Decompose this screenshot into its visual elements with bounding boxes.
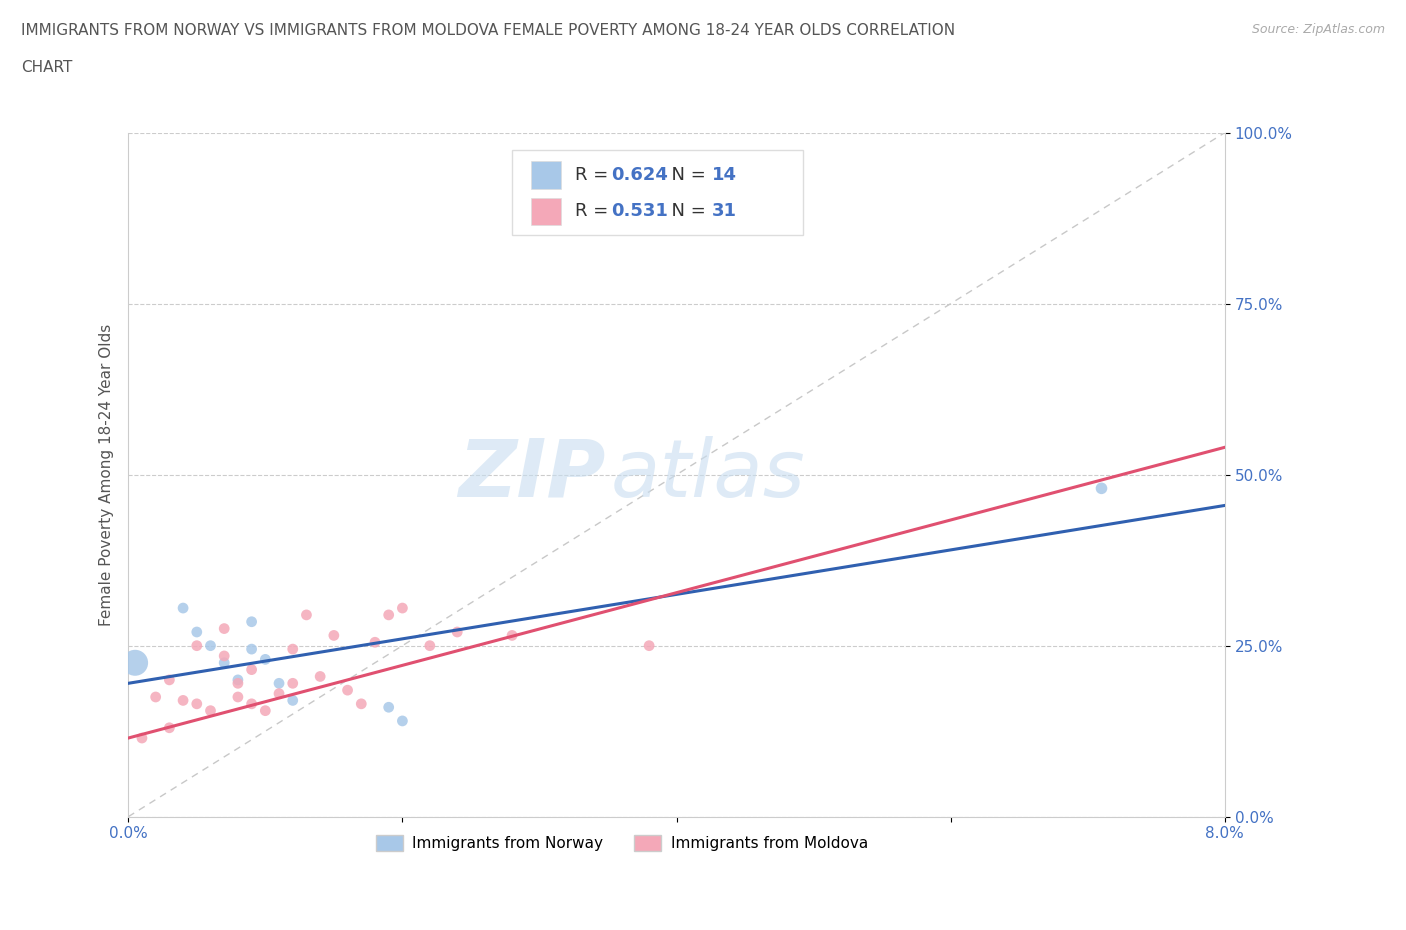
Point (254, 652, 277, 667)
Point (240, 662, 263, 677)
Point (322, 628, 344, 643)
Point (124, 656, 146, 671)
Point (350, 697, 373, 711)
Point (200, 703, 222, 718)
Point (267, 686, 290, 701)
Text: N =: N = (659, 203, 711, 220)
Point (145, 689, 167, 704)
Point (226, 672, 249, 687)
Point (446, 625, 468, 640)
Point (254, 703, 277, 718)
Point (131, 731, 153, 746)
Point (186, 697, 208, 711)
Point (186, 638, 208, 653)
Text: R =: R = (575, 203, 619, 220)
Point (172, 601, 194, 616)
Text: 14: 14 (711, 166, 737, 184)
Point (157, 672, 180, 687)
Point (212, 648, 235, 663)
Text: atlas: atlas (610, 435, 806, 513)
Point (157, 721, 180, 736)
Point (391, 713, 413, 728)
Point (377, 699, 399, 714)
Point (212, 621, 235, 636)
Point (240, 697, 263, 711)
Text: Source: ZipAtlas.com: Source: ZipAtlas.com (1251, 23, 1385, 36)
Point (226, 676, 249, 691)
Point (172, 693, 194, 708)
Text: IMMIGRANTS FROM NORWAY VS IMMIGRANTS FROM MOLDOVA FEMALE POVERTY AMONG 18-24 YEA: IMMIGRANTS FROM NORWAY VS IMMIGRANTS FRO… (21, 23, 955, 38)
Point (281, 676, 304, 691)
Point (1090, 481, 1112, 496)
Point (638, 638, 661, 653)
Text: 0.531: 0.531 (610, 203, 668, 220)
Point (391, 601, 413, 616)
FancyBboxPatch shape (530, 162, 561, 189)
Point (226, 689, 249, 704)
Text: 0.624: 0.624 (610, 166, 668, 184)
FancyBboxPatch shape (530, 198, 561, 225)
Point (419, 638, 441, 653)
Point (377, 607, 399, 622)
FancyBboxPatch shape (512, 150, 803, 235)
Point (309, 669, 332, 684)
Point (364, 635, 387, 650)
Point (501, 628, 523, 643)
Text: CHART: CHART (21, 60, 73, 75)
Point (240, 642, 263, 657)
Point (212, 656, 235, 671)
Point (200, 638, 222, 653)
Point (295, 607, 318, 622)
Point (240, 615, 263, 630)
Point (267, 676, 290, 691)
Legend: Immigrants from Norway, Immigrants from Moldova: Immigrants from Norway, Immigrants from … (370, 829, 875, 857)
Point (665, 207, 688, 222)
Text: ZIP: ZIP (458, 435, 605, 513)
Text: R =: R = (575, 166, 613, 184)
Y-axis label: Female Poverty Among 18-24 Year Olds: Female Poverty Among 18-24 Year Olds (100, 324, 114, 626)
Text: 31: 31 (711, 203, 737, 220)
Point (281, 693, 304, 708)
Point (281, 642, 304, 657)
Point (336, 683, 359, 698)
Text: N =: N = (659, 166, 711, 184)
Point (186, 625, 208, 640)
